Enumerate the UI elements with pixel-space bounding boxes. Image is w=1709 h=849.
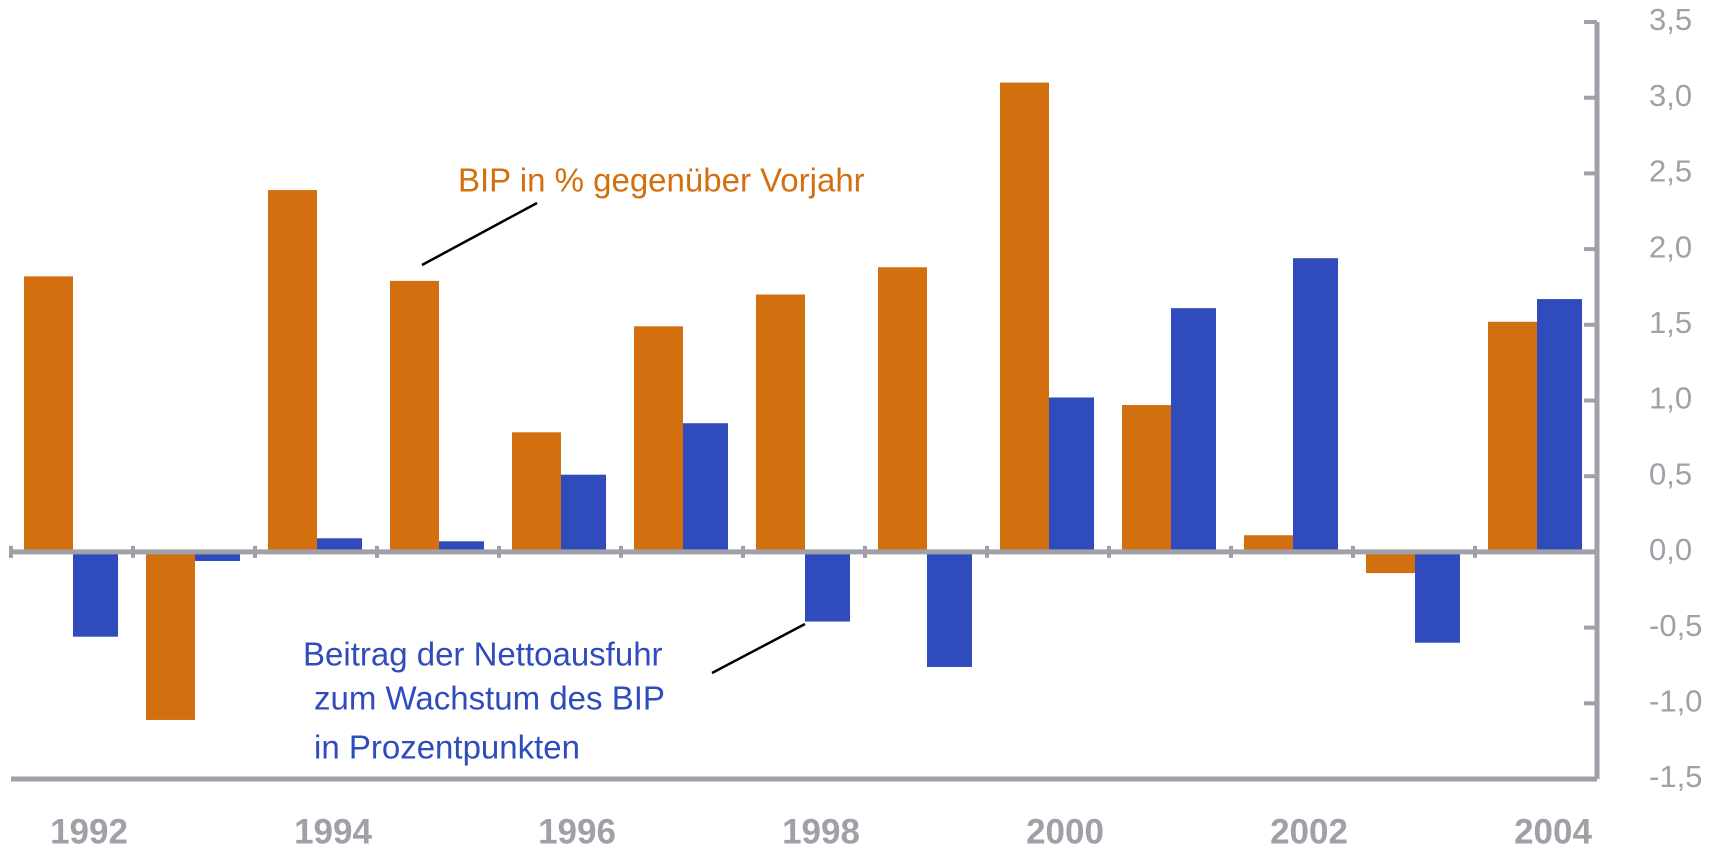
y-tick-label: 0,5 [1649,456,1692,491]
y-tick-label: -0,5 [1649,608,1702,643]
bar [268,190,317,552]
x-tick-label: 1992 [50,812,128,849]
bar [512,432,561,552]
bar [195,551,240,561]
y-tick-label: 2,0 [1649,229,1692,264]
y-tick-label: 3,5 [1649,2,1692,37]
leader-line [711,622,806,675]
bar [146,551,195,720]
bar [73,551,118,637]
y-tick-label: -1,0 [1649,683,1702,718]
bar [1293,258,1338,552]
bar [683,423,728,552]
x-tick-label: 1998 [782,812,860,849]
bar [1244,535,1293,552]
y-tick-label: 3,0 [1649,78,1692,113]
bar [317,538,362,552]
y-tick-label: 2,5 [1649,154,1692,189]
bar [1488,321,1537,552]
y-tick-label: 1,0 [1649,381,1692,416]
leader-line [421,201,538,267]
bar [927,551,972,667]
series-label: Beitrag der Nettoausfuhr [303,636,663,673]
bar [1537,299,1582,552]
bar [1366,551,1415,574]
y-tick-label: 0,0 [1649,532,1692,567]
bar [1000,82,1049,552]
bar [1049,397,1094,552]
bar [878,267,927,552]
x-tick-label: 1994 [294,812,372,849]
bar [561,474,606,552]
bar [439,541,484,552]
bar [805,551,850,622]
series-label: in Prozentpunkten [314,729,580,766]
x-tick-label: 2000 [1026,812,1104,849]
x-tick-label: 2002 [1270,812,1348,849]
series-label: BIP in % gegenüber Vorjahr [458,162,865,199]
bar [756,294,805,552]
y-tick-label: 1,5 [1649,305,1692,340]
x-tick-label: 1996 [538,812,616,849]
bar [1415,551,1460,643]
bar [390,280,439,552]
x-tick-label: 2004 [1514,812,1592,849]
bar [1171,308,1216,552]
bar [634,326,683,552]
bar [1122,405,1171,552]
y-tick-label: -1,5 [1649,759,1702,794]
series-label: zum Wachstum des BIP [314,680,665,717]
bar [24,276,73,552]
